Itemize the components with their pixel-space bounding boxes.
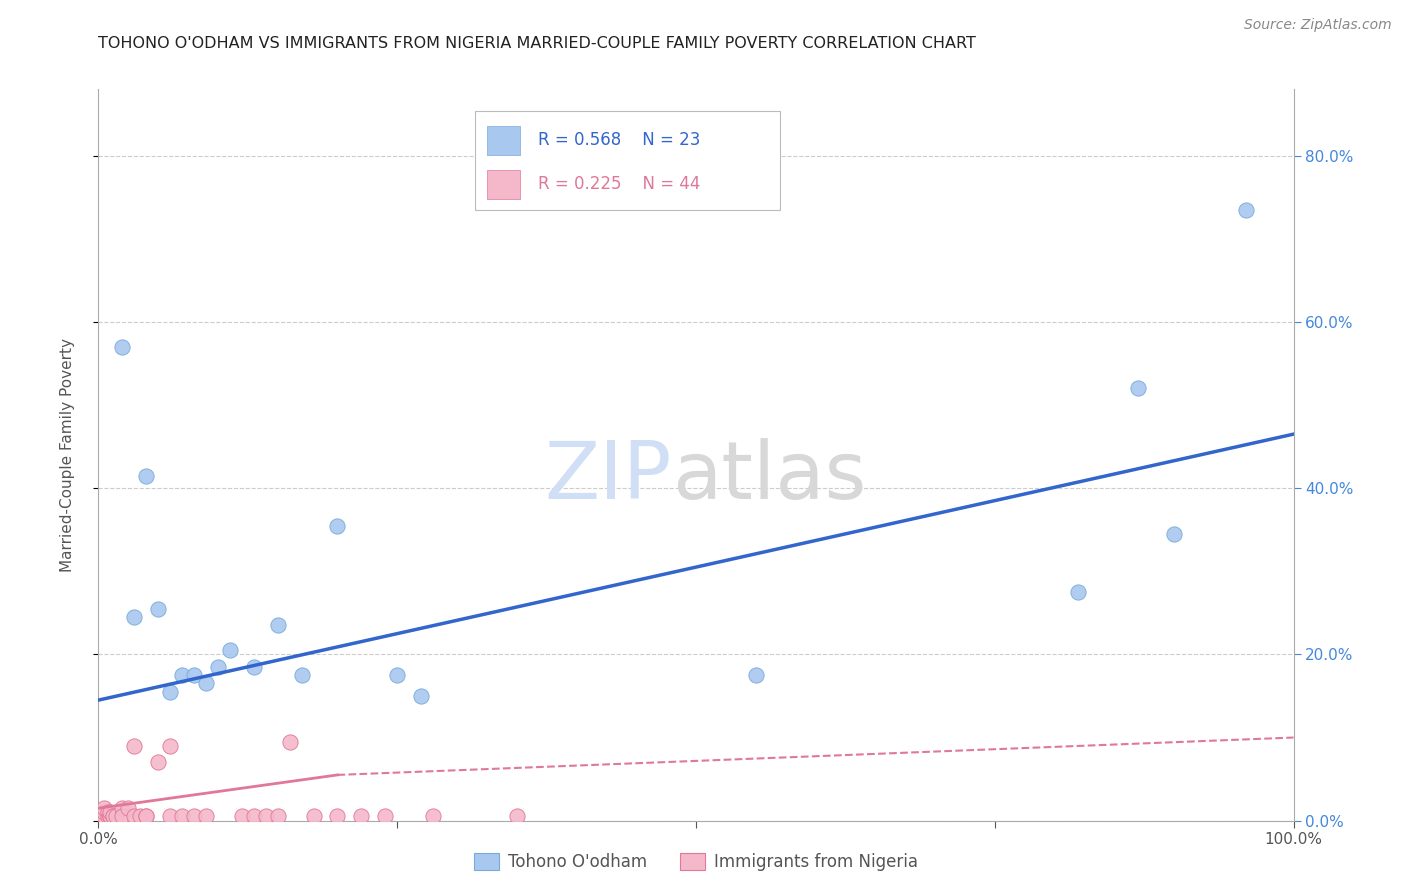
Point: [291, 668, 314, 682]
Point: [98, 805, 122, 820]
Text: TOHONO O'ODHAM VS IMMIGRANTS FROM NIGERIA MARRIED-COUPLE FAMILY POVERTY CORRELAT: TOHONO O'ODHAM VS IMMIGRANTS FROM NIGERI…: [98, 36, 976, 51]
Point: [183, 668, 205, 682]
Point: [111, 801, 134, 815]
Point: [1163, 527, 1185, 541]
Point: [93, 809, 115, 823]
Point: [105, 809, 128, 823]
Point: [1234, 202, 1257, 217]
Point: [231, 809, 253, 823]
Point: [135, 468, 157, 483]
Point: [117, 801, 139, 815]
Point: [93, 805, 115, 820]
Point: [267, 618, 290, 632]
Point: [98, 809, 122, 823]
Point: [159, 685, 181, 699]
Point: [93, 809, 115, 823]
Point: [506, 809, 529, 823]
Point: [183, 809, 205, 823]
Point: [326, 809, 349, 823]
Point: [219, 643, 242, 657]
Text: R = 0.568    N = 23: R = 0.568 N = 23: [538, 131, 700, 149]
Text: ZIP: ZIP: [544, 438, 672, 516]
Point: [159, 739, 181, 753]
Y-axis label: Married-Couple Family Poverty: Married-Couple Family Poverty: [60, 338, 75, 572]
Point: [93, 809, 115, 823]
Point: [350, 809, 373, 823]
Point: [243, 660, 266, 674]
Point: [124, 610, 146, 624]
Point: [267, 809, 290, 823]
Point: [422, 809, 444, 823]
Point: [93, 809, 115, 823]
Point: [93, 809, 115, 823]
Point: [194, 676, 218, 690]
Point: [278, 734, 301, 748]
Point: [98, 809, 122, 823]
FancyBboxPatch shape: [475, 112, 780, 210]
Point: [97, 809, 120, 823]
Text: Source: ZipAtlas.com: Source: ZipAtlas.com: [1244, 18, 1392, 32]
Point: [374, 809, 396, 823]
Point: [124, 809, 146, 823]
Point: [93, 809, 115, 823]
Point: [111, 809, 134, 823]
Point: [101, 809, 124, 823]
Point: [111, 340, 134, 354]
Text: atlas: atlas: [672, 438, 866, 516]
Point: [172, 668, 194, 682]
Point: [93, 809, 115, 823]
Point: [385, 668, 409, 682]
FancyBboxPatch shape: [486, 169, 520, 199]
Point: [326, 518, 349, 533]
Point: [207, 660, 229, 674]
Point: [148, 601, 170, 615]
Point: [93, 809, 115, 823]
Point: [745, 668, 768, 682]
FancyBboxPatch shape: [486, 126, 520, 155]
Point: [98, 809, 122, 823]
Point: [135, 809, 157, 823]
Point: [194, 809, 218, 823]
Text: R = 0.225    N = 44: R = 0.225 N = 44: [538, 176, 700, 194]
Point: [411, 689, 433, 703]
Point: [159, 809, 181, 823]
Point: [124, 739, 146, 753]
Point: [135, 809, 157, 823]
Point: [1128, 381, 1150, 395]
Point: [1067, 585, 1090, 599]
Legend: Tohono O'odham, Immigrants from Nigeria: Tohono O'odham, Immigrants from Nigeria: [468, 847, 924, 878]
Point: [243, 809, 266, 823]
Point: [302, 809, 325, 823]
Point: [254, 809, 277, 823]
Point: [129, 809, 152, 823]
Point: [172, 809, 194, 823]
Point: [101, 809, 124, 823]
Point: [93, 801, 115, 815]
Point: [97, 805, 120, 820]
Point: [148, 756, 170, 770]
